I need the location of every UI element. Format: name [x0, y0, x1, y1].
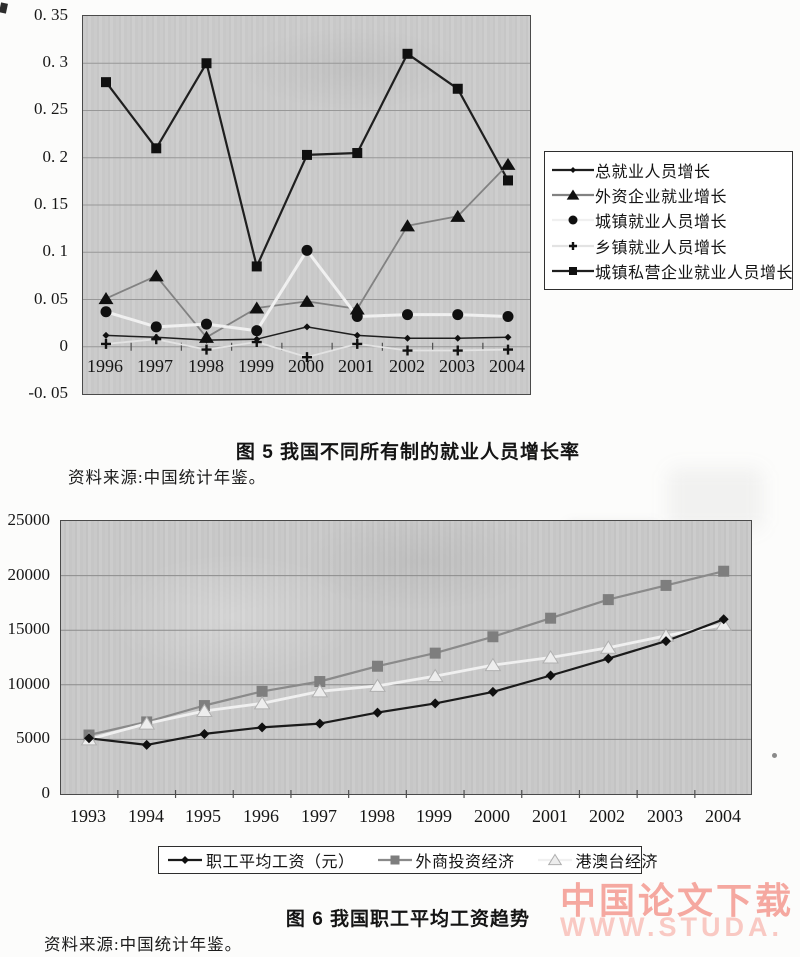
figure5-legend-label: 乡镇就业人员增长 — [595, 239, 728, 257]
figure5-legend-item: 总就业人员增长 — [551, 158, 790, 182]
figure6-ytick-label: 20000 — [7, 565, 51, 584]
figure6-source: 资料来源:中国统计年鉴。 — [44, 935, 243, 954]
figure6-canvas — [61, 565, 751, 798]
figure6-xtick-label: 1996 — [243, 806, 279, 826]
figure5-xtick-label: 2004 — [489, 356, 525, 376]
figure5-ytick-label: 0. 25 — [34, 99, 68, 118]
figure6-legend-item: 职工平均工资（元） — [167, 848, 355, 872]
circle-icon — [552, 215, 594, 225]
figure6-markers-triangle-light-icon — [80, 617, 733, 746]
figure5-caption: 图 5 我国不同所有制的就业人员增长率 — [235, 442, 581, 463]
figure6-legend-label: 职工平均工资（元） — [206, 854, 355, 871]
figure6-markers-diamond-icon — [84, 614, 729, 750]
figure6-plot-area — [60, 520, 752, 798]
figure5-xtick-label: 2000 — [288, 356, 324, 376]
figure5-ytick-label: 0 — [59, 336, 69, 355]
figure6-ytick-label: 15000 — [7, 619, 51, 638]
figure5-canvas — [83, 48, 530, 363]
figure6-xtick-label: 2003 — [647, 806, 683, 826]
watermark-line2: WWW.STUDA. — [560, 912, 783, 942]
figure5-ytick-label: 0. 15 — [34, 194, 68, 213]
figure6-markers-square-icon — [83, 565, 730, 741]
figure5-ytick-label: 0. 35 — [34, 5, 68, 24]
figure5-markers-diamond-icon — [102, 323, 512, 344]
figure5-legend-label: 城镇就业人员增长 — [595, 214, 728, 232]
figure5-xtick-label: 2002 — [389, 356, 425, 376]
diamond-icon — [168, 856, 202, 864]
figure5-ytick-label: -0. 05 — [28, 383, 68, 402]
figure5-xtick-label: 1999 — [238, 356, 274, 376]
figure5-legend: 总就业人员增长 外资企业就业增长 城镇就业人员增长 乡镇就业人员增长城镇私营企业就业人… — [544, 151, 793, 290]
figure6-ytick-label: 10000 — [7, 674, 51, 693]
figure5-source: 资料来源:中国统计年鉴。 — [68, 468, 267, 487]
figure5-markers-square-icon — [101, 48, 513, 272]
figure6-xtick-label: 1997 — [301, 806, 337, 826]
figure5-xtick-label: 1998 — [188, 356, 224, 376]
figure6-ytick-label: 5000 — [16, 728, 50, 747]
figure5-markers-triangle-icon — [98, 157, 516, 343]
figure5-ytick-label: 0. 3 — [42, 52, 69, 71]
figure5-ytick-label: 0. 05 — [34, 289, 68, 308]
figure5-legend-label: 总就业人员增长 — [595, 163, 711, 181]
figure6-xtick-label: 2001 — [532, 806, 568, 826]
figure6-legend-label: 外商投资经济 — [415, 854, 515, 871]
plus-icon — [552, 241, 594, 250]
figure6-line-square — [88, 570, 724, 737]
figure6-caption: 图 6 我国职工平均工资趋势 — [285, 909, 531, 930]
scan-speck — [772, 753, 777, 758]
figure5-ytick-label: 0. 1 — [42, 241, 69, 260]
figure5-ytick-label: 0. 2 — [42, 147, 69, 166]
triangle-light-icon — [537, 853, 572, 866]
figure6-legend-item: 港澳台经济 — [537, 848, 659, 872]
figure6-xtick-label: 1998 — [359, 806, 395, 826]
watermark-line1: 中国论文下载 — [560, 880, 795, 921]
figure6-xtick-label: 1993 — [70, 806, 106, 826]
figure5-plot-area — [82, 15, 531, 395]
figure6-line-triangle-light — [88, 623, 724, 741]
figure6-xtick-label: 2002 — [589, 806, 625, 826]
figure6-ytick-label: 0 — [41, 783, 51, 802]
square-icon — [377, 855, 412, 865]
diamond-icon — [552, 166, 594, 173]
figure5-legend-item: 城镇私营企业就业人员增长 — [551, 259, 794, 283]
figure6-xtick-label: 2000 — [474, 806, 510, 826]
figure5-legend-item: 城镇就业人员增长 — [551, 208, 790, 232]
figure5-xtick-label: 2001 — [338, 356, 374, 376]
figure5-xtick-label: 1997 — [137, 356, 173, 376]
figure6-xtick-label: 1994 — [128, 806, 164, 826]
figure5-line-circle — [105, 248, 509, 333]
triangle-icon — [552, 189, 594, 200]
figure6-xtick-label: 1995 — [185, 806, 221, 826]
figure5-line-square — [105, 52, 509, 268]
figure5-legend-label: 外资企业就业增长 — [595, 189, 728, 207]
figure5-legend-item: 乡镇就业人员增长 — [551, 234, 790, 258]
figure6-line-diamond — [88, 618, 725, 746]
figure5-markers-circle-icon — [100, 244, 514, 337]
figure6-xtick-label: 2004 — [705, 806, 741, 826]
figure5-legend-label: 城镇私营企业就业人员增长 — [595, 265, 794, 283]
figure6-legend-label: 港澳台经济 — [575, 854, 659, 871]
figure6-legend-item: 外商投资经济 — [377, 848, 515, 872]
figure6-xtick-label: 1999 — [416, 806, 452, 826]
figure5-xtick-label: 1996 — [87, 356, 123, 376]
figure5-legend-item: 外资企业就业增长 — [551, 183, 790, 207]
square-icon — [552, 267, 594, 276]
figure5-xtick-label: 2003 — [439, 356, 475, 376]
figure6-ytick-label: 25000 — [7, 510, 51, 529]
figure6-legend: 职工平均工资（元） 外商投资经济 港澳台经济 — [158, 846, 658, 874]
